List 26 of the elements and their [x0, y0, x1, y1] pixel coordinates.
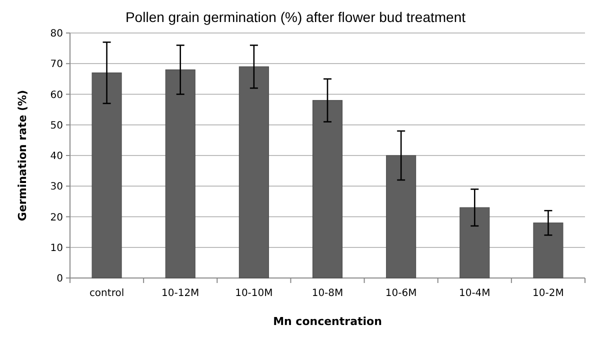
bar: [238, 66, 269, 278]
x-tick-label: 10-2M: [532, 288, 564, 299]
x-tick-label: 10-10M: [235, 288, 273, 299]
bar: [312, 100, 343, 278]
chart-title: Pollen grain germination (%) after flower bud treatment: [125, 9, 466, 25]
bar: [533, 222, 564, 278]
bar: [165, 69, 196, 278]
x-tick-label: control: [89, 288, 124, 299]
x-tick-label: 10-6M: [385, 288, 417, 299]
y-axis-title: Germination rate (%): [16, 90, 29, 222]
x-tick-label: 10-4M: [458, 288, 490, 299]
y-tick-label: 30: [50, 182, 63, 193]
y-tick-label: 40: [50, 151, 63, 162]
bar: [386, 155, 416, 278]
y-tick-label: 50: [50, 120, 63, 132]
x-tick-label: 10-12M: [162, 288, 200, 299]
y-tick-label: 60: [50, 90, 63, 101]
y-tick-label: 70: [50, 59, 63, 70]
y-tick-label: 10: [50, 242, 63, 254]
x-axis-title: Mn concentration: [273, 315, 382, 328]
y-tick-label: 20: [50, 212, 63, 224]
bar: [92, 72, 122, 278]
x-tick-label: 10-8M: [312, 288, 344, 299]
bar: [460, 207, 490, 278]
y-tick-label: 80: [50, 28, 63, 40]
y-tick-label: 0: [56, 274, 63, 284]
